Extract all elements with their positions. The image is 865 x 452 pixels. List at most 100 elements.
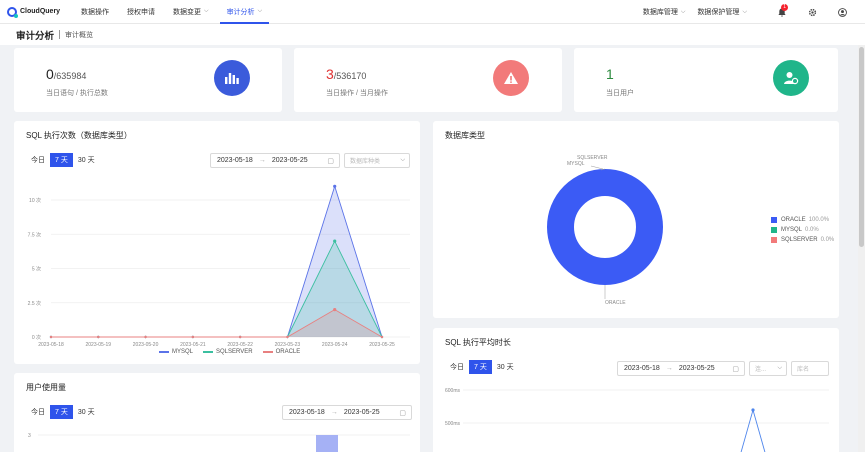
page-scrollbar-track[interactable]: [858, 45, 865, 452]
data-point: [333, 239, 337, 243]
cloudquery-logo-icon: [7, 6, 18, 18]
stat-current: 1: [606, 66, 614, 82]
legend-label: ORACLE: [275, 349, 301, 355]
tab-30-days[interactable]: 30 天: [496, 364, 514, 371]
tab-today[interactable]: 今日: [31, 409, 45, 416]
db-type-select[interactable]: 数据库种类 ⌵: [344, 153, 410, 168]
gear-icon: [808, 8, 816, 16]
app-logo[interactable]: CloudQuery: [7, 6, 72, 18]
time-range-tabs: 今日 7 天 30 天: [26, 153, 100, 167]
breadcrumb[interactable]: 审计概览: [65, 31, 94, 39]
data-point: [144, 335, 147, 339]
tab-7-days[interactable]: 7 天: [50, 153, 73, 167]
chevron-down-icon: ⌵: [742, 8, 747, 15]
date-range-picker[interactable]: 2023-05-18 → 2023-05-25 ▢: [210, 153, 340, 168]
chevron-down-icon: ⌵: [777, 365, 782, 371]
stat-card-users: 1 当日用户: [574, 48, 838, 112]
tab-today[interactable]: 今日: [450, 364, 464, 371]
data-point: [191, 335, 195, 339]
stat-value: 0/635984: [46, 66, 86, 82]
y-axis-tick-label: 10 次: [29, 197, 41, 204]
y-axis-tick-label: 2.5 次: [28, 300, 41, 307]
settings-button[interactable]: [797, 0, 827, 24]
sql-avg-line-chart: 500ms 600ms: [445, 388, 829, 452]
tab-30-days[interactable]: 30 天: [77, 409, 95, 416]
nav-item-data-change[interactable]: 数据变更 ⌵: [164, 0, 218, 24]
slice-label-oracle: ORACLE: [605, 300, 626, 306]
stat-card-statements: 0/635984 当日语句 / 执行总数: [14, 48, 282, 112]
stat-total: /635984: [53, 71, 87, 81]
legend-item-oracle[interactable]: ORACLE: [262, 349, 301, 355]
range-arrow: →: [330, 409, 338, 416]
nav-item-label: 数据库管理: [642, 9, 678, 16]
x-axis-tick-label: 2023-05-19: [85, 342, 111, 348]
nav-item-database-management[interactable]: 数据库管理 ⌵: [637, 0, 692, 24]
donut-slice-oracle: [547, 169, 663, 285]
stat-icon-circle: [773, 60, 809, 96]
x-axis-tick-label: 2023-05-24: [322, 342, 348, 348]
chart-legend: MYSQL SQLSERVER ORACLE: [159, 349, 300, 355]
range-arrow: →: [258, 157, 266, 164]
chevron-down-icon: ⌵: [400, 157, 405, 163]
nav-item-audit-analysis[interactable]: 审计分析 ⌵: [218, 0, 272, 24]
stat-total: /536170: [333, 71, 367, 81]
user-settings-icon: [784, 72, 799, 85]
database-name-select[interactable]: 库名: [791, 361, 829, 376]
nav-item-data-operations[interactable]: 数据操作: [72, 0, 118, 24]
connection-select[interactable]: 连... ⌵: [749, 361, 787, 376]
time-range-tabs: 今日 7 天 30 天: [445, 360, 519, 374]
legend-item-mysql[interactable]: MYSQL 0.0%: [771, 227, 834, 233]
legend-pct: 0.0%: [820, 237, 835, 243]
y-axis-tick-label: 3: [28, 433, 31, 439]
legend-item-mysql[interactable]: MYSQL: [159, 349, 193, 355]
stat-value: 1: [606, 66, 614, 82]
y-axis-tick-label: 5 次: [32, 266, 41, 273]
top-navigation-bar: CloudQuery 数据操作 授权申请 数据变更 ⌵ 审计分析 ⌵ 数据库管理 ⌵ …: [0, 0, 865, 24]
legend-label: MYSQL: [781, 227, 803, 233]
legend-item-sqlserver[interactable]: SQLSERVER: [203, 349, 253, 355]
legend-label: ORACLE: [781, 217, 806, 223]
date-from: 2023-05-18: [624, 365, 660, 372]
date-range-picker[interactable]: 2023-05-18 → 2023-05-25 ▢: [282, 405, 412, 420]
y-axis-tick-label: 600ms: [445, 388, 461, 394]
data-point: [380, 335, 384, 339]
warning-icon: [504, 72, 518, 84]
legend-swatch: [262, 351, 273, 353]
sql-avg-duration-card: SQL 执行平均时长 今日 7 天 30 天 2023-05-18 → 2023…: [433, 328, 839, 452]
tab-today[interactable]: 今日: [31, 157, 45, 164]
user-icon: [837, 7, 847, 17]
x-axis-tick-label: 2023-05-20: [133, 342, 159, 348]
data-point: [751, 408, 755, 412]
nav-item-data-protection[interactable]: 数据保护管理 ⌵: [691, 0, 753, 24]
slice-label-sqlserver: SQLSERVER: [577, 155, 608, 161]
slice-label-mysql: MYSQL: [567, 161, 585, 167]
legend-label: MYSQL: [172, 349, 194, 355]
date-range-picker[interactable]: 2023-05-18 → 2023-05-25 ▢: [617, 361, 745, 376]
tab-7-days[interactable]: 7 天: [469, 360, 492, 374]
notifications-button[interactable]: 1: [767, 0, 797, 24]
database-name-placeholder: 库名: [797, 367, 810, 373]
legend-item-sqlserver[interactable]: SQLSERVER 0.0%: [771, 237, 834, 243]
nav-item-authorization-request[interactable]: 授权申请: [118, 0, 164, 24]
stat-label: 当日语句 / 执行总数: [46, 90, 108, 97]
legend-swatch: [159, 351, 169, 353]
nav-item-label: 授权申请: [127, 8, 155, 16]
nav-item-label: 数据变更: [173, 8, 201, 16]
tab-30-days[interactable]: 30 天: [77, 157, 95, 164]
slice-label-leader: [590, 165, 604, 170]
legend-swatch: [203, 351, 214, 353]
user-menu-button[interactable]: [827, 0, 857, 24]
tab-7-days[interactable]: 7 天: [50, 405, 73, 419]
card-title: 数据库类型: [445, 131, 485, 140]
series-line: [740, 408, 766, 452]
bar[interactable]: [316, 435, 338, 452]
db-type-placeholder: 数据库种类: [350, 159, 381, 165]
donut-legend: ORACLE 100.0% MYSQL 0.0% SQLSERVER 0.0%: [771, 217, 834, 247]
date-from: 2023-05-18: [217, 157, 253, 164]
sql-exec-area-chart: 0 次 2.5 次 5 次 7.5 次 10 次 2023-05-18 2023-05-19…: [28, 184, 410, 348]
page-scrollbar-thumb[interactable]: [859, 47, 864, 247]
data-point: [333, 184, 337, 188]
date-from: 2023-05-18: [289, 409, 325, 416]
legend-item-oracle[interactable]: ORACLE 100.0%: [771, 217, 834, 223]
